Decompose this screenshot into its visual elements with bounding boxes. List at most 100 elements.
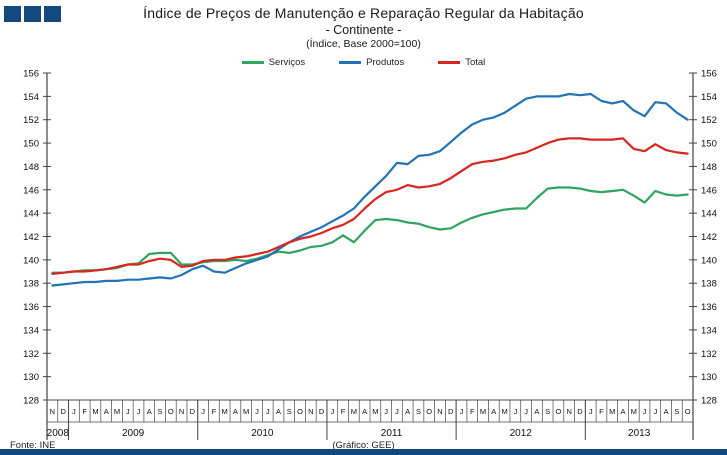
y-tick-label-left: 140 <box>23 255 39 266</box>
month-label: F <box>82 407 87 416</box>
month-label: A <box>276 407 281 416</box>
month-label: J <box>72 407 76 416</box>
legend-label-servicos: Serviços <box>268 57 306 68</box>
series-line-produtos <box>51 92 689 287</box>
month-label: A <box>621 407 626 416</box>
logo-square-icon <box>24 6 41 22</box>
month-label: J <box>589 407 593 416</box>
month-label: D <box>319 407 325 416</box>
year-label: 2011 <box>381 428 403 439</box>
month-label: J <box>384 407 388 416</box>
legend-swatch-produtos <box>339 61 362 64</box>
month-label: S <box>287 407 292 416</box>
month-label: M <box>222 407 228 416</box>
month-label: S <box>545 407 550 416</box>
y-tick-label-right: 148 <box>701 162 717 173</box>
source-note: Fonte: INE <box>10 440 56 451</box>
y-tick-label-right: 128 <box>701 396 717 407</box>
y-tick-label-left: 150 <box>23 139 39 150</box>
month-label: J <box>653 407 657 416</box>
month-label: M <box>609 407 615 416</box>
month-label: J <box>137 407 141 416</box>
series-line-servicos <box>51 186 689 274</box>
y-tick-label-right: 134 <box>701 325 717 336</box>
month-label: M <box>92 407 98 416</box>
month-label: J <box>513 407 517 416</box>
y-tick-label-left: 154 <box>23 92 39 103</box>
legend-label-produtos: Produtos <box>366 57 405 68</box>
y-tick-label-left: 134 <box>23 325 39 336</box>
y-tick-label-right: 142 <box>701 232 717 243</box>
credit-note: (Gráfico: GEE) <box>332 440 395 451</box>
month-label: M <box>501 407 507 416</box>
month-label: M <box>243 407 249 416</box>
month-label: A <box>362 407 367 416</box>
month-label: N <box>179 407 184 416</box>
month-label: D <box>448 407 454 416</box>
y-tick-label-left: 132 <box>23 349 39 360</box>
month-label: M <box>351 407 357 416</box>
month-label: S <box>416 407 421 416</box>
month-label: S <box>158 407 163 416</box>
month-label: F <box>212 407 217 416</box>
y-tick-label-left: 138 <box>23 279 39 290</box>
month-label: M <box>114 407 120 416</box>
month-label: J <box>460 407 464 416</box>
month-label: S <box>674 407 679 416</box>
logo-square-icon <box>4 6 21 22</box>
y-tick-label-right: 136 <box>701 302 717 313</box>
month-label: A <box>405 407 410 416</box>
y-tick-label-left: 130 <box>23 372 39 383</box>
legend-swatch-servicos <box>241 61 264 64</box>
month-label: M <box>631 407 637 416</box>
page-note: (Índice, Base 2000=100) <box>306 38 421 50</box>
year-label: 2010 <box>251 428 274 439</box>
y-tick-label-right: 156 <box>701 69 717 80</box>
month-label: M <box>372 407 378 416</box>
series-line-total <box>51 137 689 275</box>
month-label: A <box>233 407 238 416</box>
month-label: J <box>330 407 334 416</box>
month-label: J <box>255 407 259 416</box>
y-tick-label-right: 146 <box>701 185 717 196</box>
year-label: 2013 <box>628 428 651 439</box>
month-label: D <box>577 407 583 416</box>
y-tick-label-right: 138 <box>701 279 717 290</box>
y-tick-label-right: 150 <box>701 139 717 150</box>
month-label: F <box>341 407 346 416</box>
legend-item-produtos: Produtos <box>339 57 404 68</box>
month-label: J <box>126 407 130 416</box>
gee-logo <box>4 6 61 22</box>
month-label: A <box>534 407 539 416</box>
month-label: O <box>685 407 691 416</box>
month-label: J <box>524 407 528 416</box>
month-label: J <box>643 407 647 416</box>
y-tick-label-left: 156 <box>23 69 39 80</box>
month-label: A <box>491 407 496 416</box>
y-tick-label-right: 132 <box>701 349 717 360</box>
month-label: N <box>308 407 313 416</box>
month-label: D <box>60 407 66 416</box>
month-label: A <box>104 407 109 416</box>
y-tick-label-left: 144 <box>23 209 39 220</box>
legend-label-total: Total <box>465 57 486 68</box>
legend-swatch-total <box>438 61 461 64</box>
month-label: J <box>266 407 270 416</box>
title-block: Índice de Preços de Manutenção e Reparaç… <box>0 5 727 50</box>
year-label: 2012 <box>510 428 533 439</box>
month-label: O <box>168 407 174 416</box>
y-tick-label-left: 128 <box>23 396 39 407</box>
month-label: A <box>664 407 669 416</box>
legend-item-servicos: Serviços <box>241 57 306 68</box>
y-tick-label-left: 146 <box>23 185 39 196</box>
page-title: Índice de Preços de Manutenção e Reparaç… <box>143 5 584 21</box>
chart-legend: Serviços Produtos Total <box>0 57 727 68</box>
month-label: J <box>201 407 205 416</box>
y-tick-label-right: 154 <box>701 92 717 103</box>
logo-square-icon <box>44 6 61 22</box>
y-tick-label-right: 152 <box>701 115 717 126</box>
month-label: O <box>426 407 432 416</box>
year-label: 2009 <box>122 428 145 439</box>
